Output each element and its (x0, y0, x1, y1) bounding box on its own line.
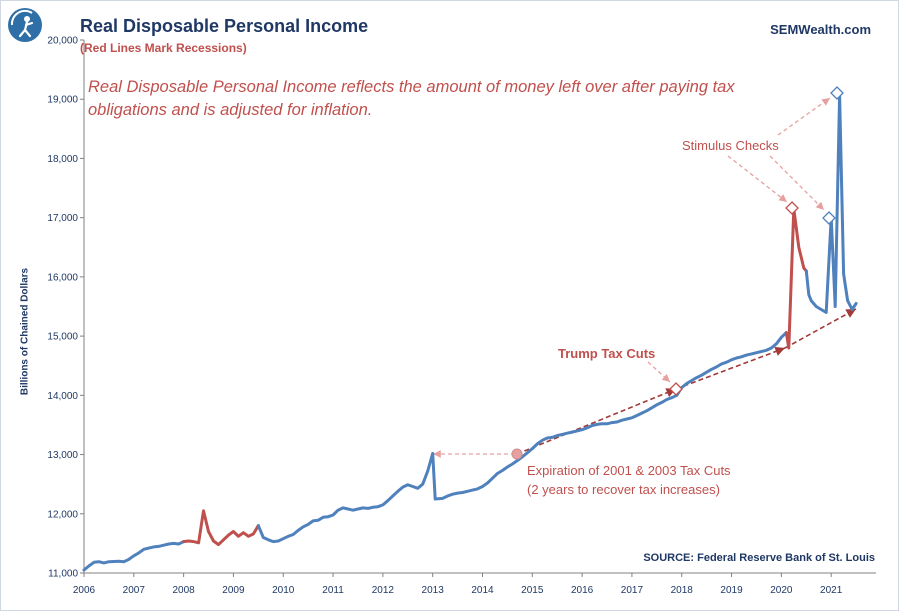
y-tick-label: 18,000 (47, 154, 78, 165)
axes: 11,000 12,000 13,000 14,000 15,000 16,000 17,0… (47, 36, 876, 596)
y-tick-label: 12,000 (47, 509, 78, 520)
stimulus-arrow-1 (727, 155, 788, 203)
x-tick-label: 2013 (422, 585, 445, 596)
stimulus-arrow-2 (769, 155, 825, 211)
y-tick-label: 16,000 (47, 272, 78, 283)
y-tick-label: 20,000 (47, 36, 78, 47)
trump-marker (669, 382, 683, 396)
x-tick-label: 2006 (73, 585, 96, 596)
stimulus-checks-label: Stimulus Checks (682, 138, 779, 153)
stimulus-arrow-3 (777, 97, 831, 136)
x-tick-label: 2011 (322, 585, 344, 596)
x-tick-label: 2017 (621, 585, 644, 596)
trend-arrow-3 (784, 308, 857, 349)
stimulus-marker-2 (822, 211, 836, 225)
x-tick-label: 2020 (770, 585, 793, 596)
income-line-segment (82, 540, 186, 572)
y-tick-label: 19,000 (47, 95, 78, 106)
recession-line-segment (182, 509, 260, 547)
x-tick-label: 2021 (820, 585, 843, 596)
x-tick-label: 2016 (571, 585, 594, 596)
tax-expiration-line-2: (2 years to recover tax increases) (527, 482, 720, 497)
trump-arrow (647, 361, 671, 383)
trend-arrow-2 (675, 346, 786, 390)
income-line-segment (256, 331, 788, 544)
annotation-markers (511, 86, 844, 460)
chart-subtitle: (Red Lines Mark Recessions) (80, 41, 247, 55)
y-tick-label: 17,000 (47, 213, 78, 224)
y-tick-label: 13,000 (47, 450, 78, 461)
x-tick-label: 2008 (172, 585, 195, 596)
expiration-marker (511, 448, 523, 460)
y-tick-label: 11,000 (48, 569, 78, 580)
income-line-segment (804, 93, 858, 314)
x-tick-label: 2012 (372, 585, 395, 596)
brand-logo-icon (6, 6, 44, 44)
x-tick-label: 2009 (222, 585, 245, 596)
x-tick-label: 2018 (671, 585, 694, 596)
annotation-arrows (433, 97, 857, 458)
stimulus-marker-1 (785, 201, 799, 215)
trend-arrow-1 (516, 388, 677, 455)
x-tick-label: 2010 (272, 585, 295, 596)
trump-tax-cuts-label: Trump Tax Cuts (558, 346, 656, 361)
recession-line-segment (784, 207, 808, 350)
x-tick-label: 2007 (123, 585, 146, 596)
x-tick-label: 2015 (521, 585, 544, 596)
tax-expiration-line-1: Expiration of 2001 & 2003 Tax Cuts (527, 463, 731, 478)
brand-link[interactable]: SEMWealth.com (770, 22, 871, 37)
y-tick-label: 15,000 (47, 332, 78, 343)
stimulus-marker-3 (830, 86, 844, 100)
source-note: SOURCE: Federal Reserve Bank of St. Loui… (643, 552, 875, 564)
tax-expiration-label: Expiration of 2001 & 2003 Tax Cuts (2 ye… (527, 461, 731, 499)
x-tick-label: 2019 (720, 585, 743, 596)
chart-title: Real Disposable Personal Income (80, 16, 369, 36)
x-tick-label: 2014 (471, 585, 494, 596)
chart-description: Real Disposable Personal Income reflects… (88, 78, 735, 119)
y-tick-label: 14,000 (47, 391, 78, 402)
series-lines (82, 93, 858, 572)
